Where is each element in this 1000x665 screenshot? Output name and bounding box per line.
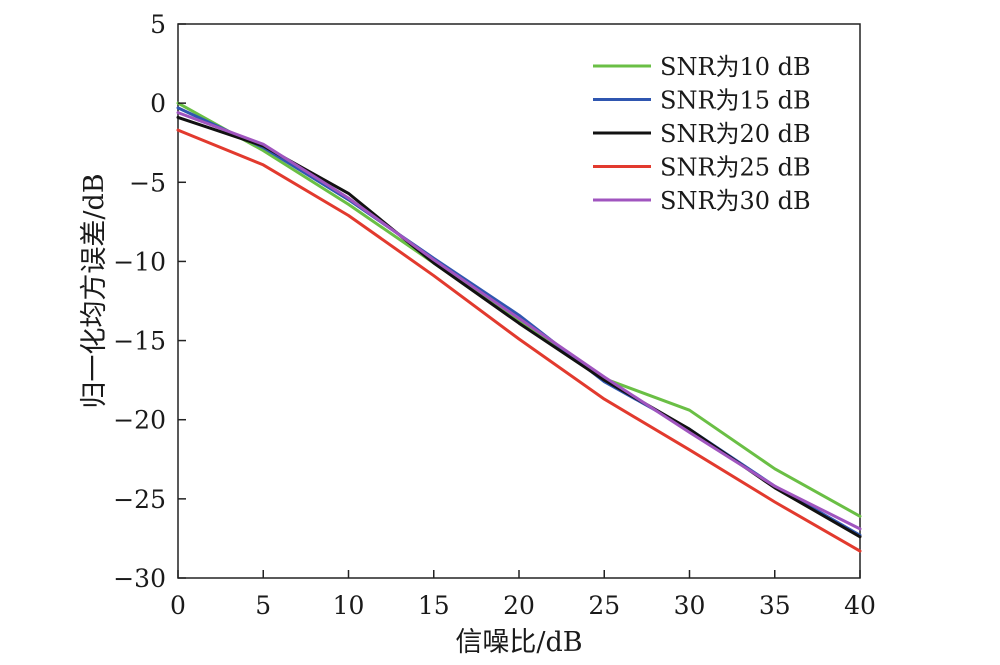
series-line-4 [176, 128, 862, 553]
x-tick-label: 40 [844, 591, 876, 620]
x-axis-title: 信噪比/dB [455, 627, 582, 658]
legend: SNR为10 dB SNR为15 dB SNR为20 dB SNR为25 dB SNR为… [593, 53, 811, 215]
x-tick-label: 5 [255, 591, 271, 620]
legend-label-2: SNR为15 dB [660, 87, 811, 115]
x-tick-label: 15 [418, 591, 450, 620]
series-lines [176, 101, 862, 553]
axes: 0 5 10 15 20 25 30 35 40 5 0 −5 −10 −15 −20 −25 −30 信噪比/d… [79, 10, 876, 658]
x-tick-label: 20 [503, 591, 535, 620]
y-tick-label: −10 [113, 247, 166, 276]
y-axis-title: 归一化均方误差/dB [79, 173, 110, 408]
y-tick-label: −30 [113, 564, 166, 593]
x-tick-label: 30 [674, 591, 706, 620]
x-tick-label: 35 [759, 591, 791, 620]
x-tick-label: 0 [170, 591, 186, 620]
legend-label-5: SNR为30 dB [660, 187, 811, 215]
y-tick-label: 0 [150, 89, 166, 118]
x-tick-label: 25 [588, 591, 620, 620]
y-tick-label: −25 [113, 485, 166, 514]
y-tick-label: 5 [150, 10, 166, 39]
legend-label-4: SNR为25 dB [660, 154, 811, 182]
legend-label-3: SNR为20 dB [660, 120, 811, 148]
y-tick-label: −5 [129, 168, 166, 197]
legend-label-1: SNR为10 dB [660, 53, 811, 81]
y-tick-label: −15 [113, 327, 166, 356]
series-line-5 [176, 111, 862, 531]
y-tick-label: −20 [113, 406, 166, 435]
x-tick-label: 10 [333, 591, 365, 620]
